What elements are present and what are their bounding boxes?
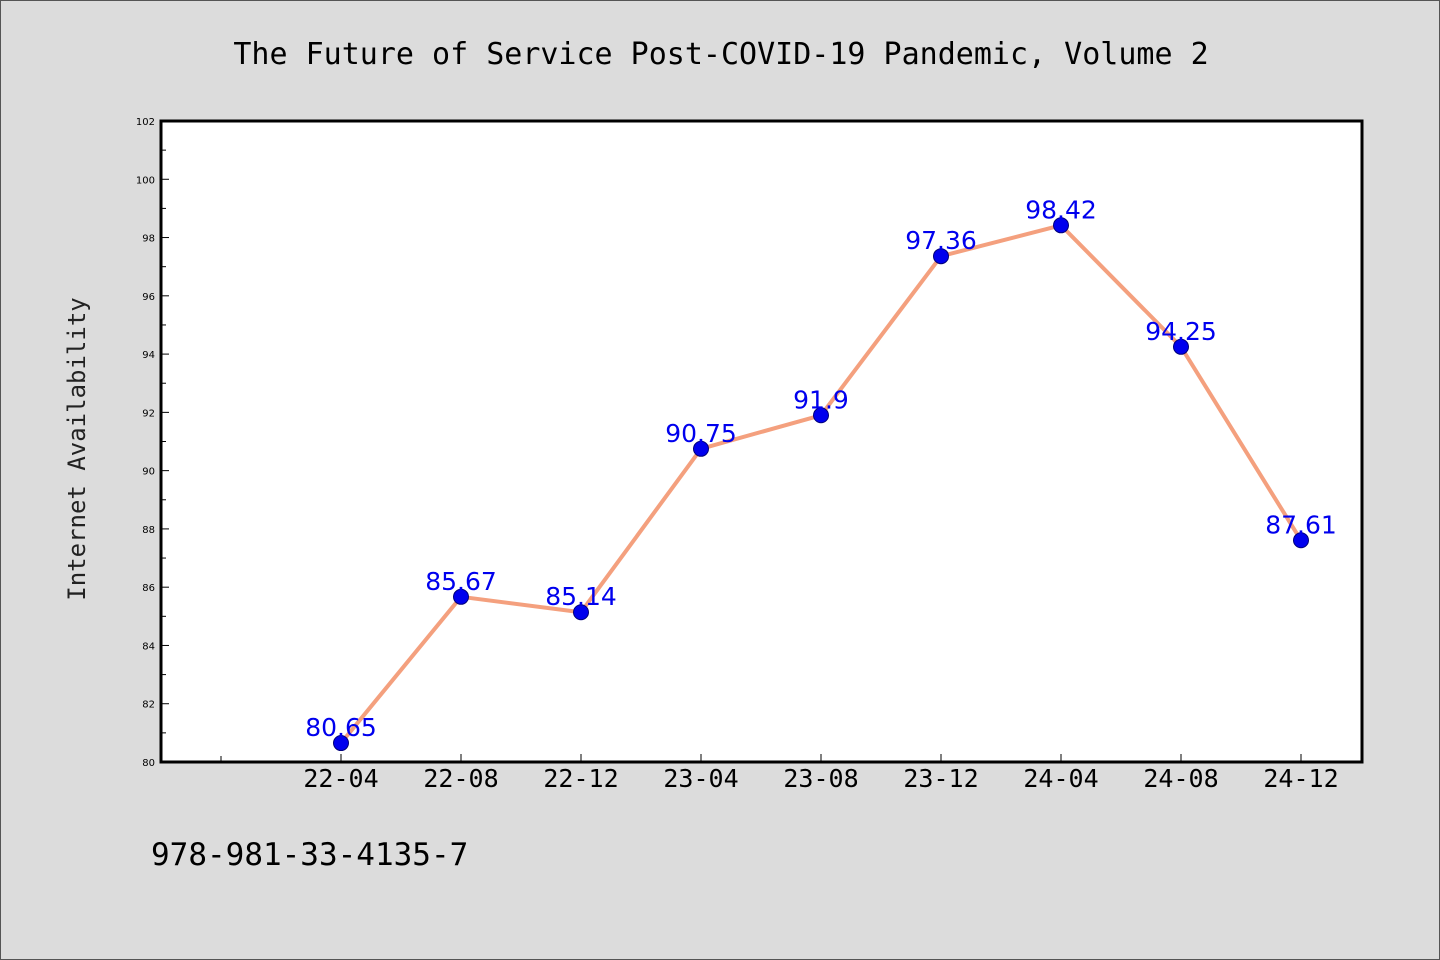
y-tick-label: 92 bbox=[142, 408, 155, 419]
y-tick-label: 82 bbox=[142, 700, 155, 711]
data-label: 87.61 bbox=[1265, 510, 1337, 539]
data-point bbox=[453, 588, 469, 605]
series-layer: 80.65 85.67 85.14 90.75 91.9 97.36 98.42 94.25 8… bbox=[305, 195, 1337, 752]
data-point bbox=[1173, 338, 1189, 355]
y-axis-label: Internet Availability bbox=[63, 297, 91, 600]
y-tick-label: 86 bbox=[142, 583, 155, 594]
x-tick-label: 24-04 bbox=[1023, 764, 1098, 793]
x-tick-label: 24-12 bbox=[1263, 764, 1338, 793]
x-tick-label: 22-12 bbox=[543, 764, 618, 793]
y-tick-label: 94 bbox=[142, 350, 155, 361]
axes: 80 82 84 86 88 90 92 94 96 98 100 102 22-04 22-08 22-1… bbox=[136, 117, 1339, 793]
x-tick-label: 22-08 bbox=[423, 764, 498, 793]
data-label: 91.9 bbox=[793, 385, 849, 414]
chart-title: The Future of Service Post-COVID-19 Pand… bbox=[233, 37, 1208, 72]
plot-border bbox=[159, 119, 1364, 764]
data-point bbox=[1293, 532, 1309, 549]
data-label: 85.67 bbox=[425, 567, 497, 596]
y-tick-label: 80 bbox=[142, 758, 155, 769]
data-label: 97.36 bbox=[905, 226, 977, 255]
y-tick-label: 96 bbox=[142, 292, 155, 303]
data-point bbox=[573, 604, 589, 621]
x-tick-label: 23-04 bbox=[663, 764, 738, 793]
x-tick-label: 22-04 bbox=[303, 764, 378, 793]
data-label: 98.42 bbox=[1025, 195, 1097, 224]
data-point bbox=[813, 407, 829, 424]
x-tick-label: 23-08 bbox=[783, 764, 858, 793]
y-tick-label: 100 bbox=[136, 175, 155, 186]
y-tick-label: 90 bbox=[142, 467, 155, 478]
data-label: 80.65 bbox=[305, 713, 377, 742]
isbn-footnote: 978-981-33-4135-7 bbox=[151, 837, 468, 873]
data-label: 94.25 bbox=[1145, 317, 1217, 346]
data-point bbox=[333, 735, 349, 752]
y-tick-label: 88 bbox=[142, 525, 155, 536]
y-tick-label: 84 bbox=[142, 641, 155, 652]
data-point bbox=[1053, 217, 1069, 234]
plot-area bbox=[161, 121, 1362, 762]
data-label: 90.75 bbox=[665, 419, 737, 448]
data-point bbox=[933, 248, 949, 265]
x-tick-label: 24-08 bbox=[1143, 764, 1218, 793]
y-tick-label: 102 bbox=[136, 117, 155, 128]
data-point bbox=[693, 440, 709, 457]
data-label: 85.14 bbox=[545, 582, 617, 611]
x-tick-label: 23-12 bbox=[903, 764, 978, 793]
y-tick-label: 98 bbox=[142, 234, 155, 245]
